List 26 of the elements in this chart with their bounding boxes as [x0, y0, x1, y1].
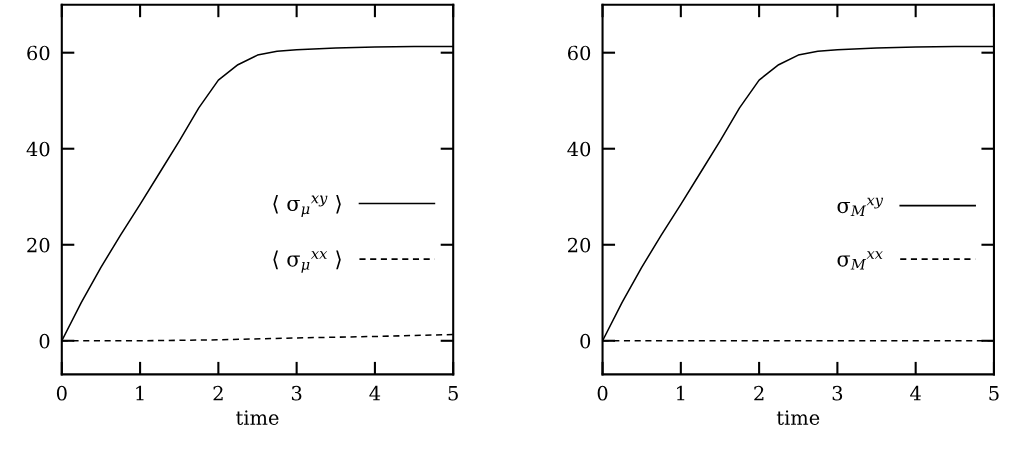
- x-tick-label: 0: [56, 385, 67, 401]
- x-tick-label: 1: [677, 385, 685, 401]
- x-tick-label: 3: [291, 385, 302, 401]
- y-tick-label: 0: [580, 333, 591, 349]
- x-tick-label: 2: [754, 385, 764, 401]
- y-tick-label: 60: [27, 45, 50, 61]
- x-tick-label: 5: [448, 386, 458, 401]
- x-tick-label: 1: [136, 385, 144, 401]
- legend-label: ⟨ σ$_{μ}$$^{xx}$ ⟩: [273, 250, 341, 273]
- x-axis-title: time: [236, 410, 279, 425]
- legend-label: σ$_{M}$$^{xx}$: [837, 251, 883, 270]
- x-tick-label: 4: [910, 385, 921, 401]
- y-tick-label: 60: [568, 45, 591, 61]
- y-tick-label: 40: [567, 141, 591, 157]
- x-tick-label: 5: [989, 386, 999, 401]
- x-tick-label: 4: [369, 385, 381, 401]
- y-tick-label: 0: [39, 333, 50, 349]
- y-tick-label: 20: [27, 237, 50, 253]
- x-tick-label: 0: [597, 385, 608, 401]
- x-tick-label: 3: [832, 385, 843, 401]
- x-axis-title: time: [776, 410, 820, 425]
- legend-label: ⟨ σ$_{μ}$$^{xy}$ ⟩: [273, 194, 341, 218]
- y-tick-label: 40: [26, 141, 50, 157]
- y-tick-label: 20: [568, 237, 591, 253]
- legend-label: σ$_{M}$$^{xy}$: [837, 197, 884, 217]
- x-tick-label: 2: [213, 385, 223, 401]
